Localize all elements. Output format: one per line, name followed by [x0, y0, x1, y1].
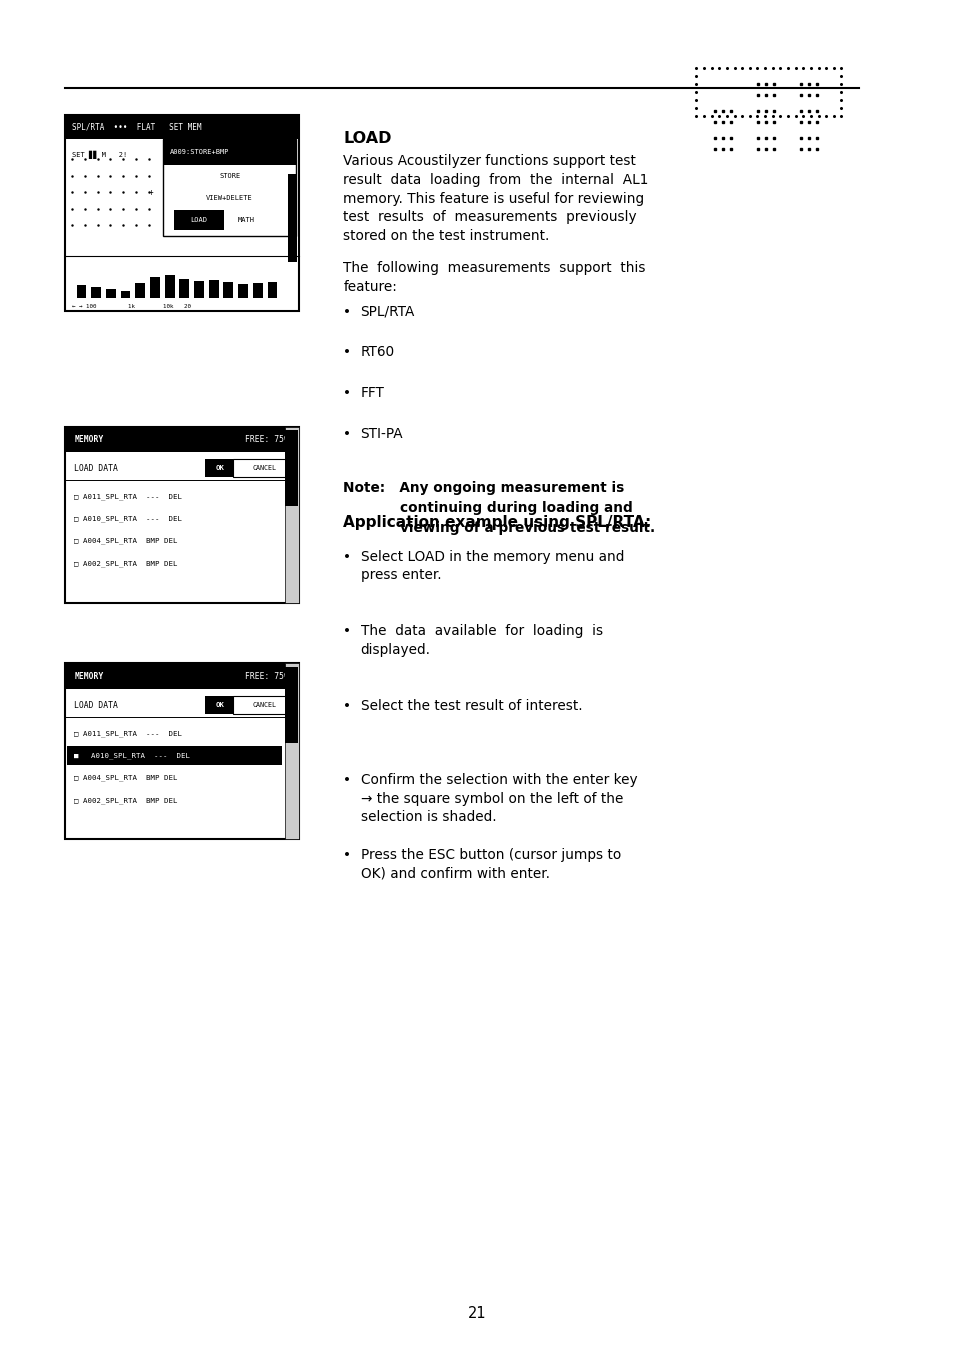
- Bar: [163, 139, 296, 165]
- Text: □ A011_SPL_RTA  ---  DEL: □ A011_SPL_RTA --- DEL: [74, 730, 182, 737]
- Text: +: +: [149, 188, 153, 196]
- Text: MEMORY: MEMORY: [74, 672, 103, 681]
- Bar: [135, 283, 145, 298]
- Text: 21: 21: [467, 1305, 486, 1322]
- Text: •: •: [343, 848, 351, 861]
- Text: Select LOAD in the memory menu and
press enter.: Select LOAD in the memory menu and press…: [360, 550, 623, 582]
- Bar: [179, 279, 189, 298]
- Bar: [65, 427, 298, 452]
- Bar: [284, 663, 298, 839]
- Bar: [163, 139, 296, 237]
- Bar: [209, 280, 218, 298]
- Bar: [233, 459, 296, 478]
- Bar: [223, 282, 233, 298]
- Text: OK: OK: [215, 466, 225, 471]
- Bar: [205, 696, 235, 715]
- Text: A009:STORE+BMP: A009:STORE+BMP: [170, 149, 229, 156]
- Bar: [233, 696, 296, 715]
- Text: SPL/RTA  •••  FLAT   SET MEM: SPL/RTA ••• FLAT SET MEM: [71, 123, 201, 131]
- Text: ■: ■: [74, 753, 79, 758]
- Text: •: •: [343, 699, 351, 712]
- Text: LOAD DATA: LOAD DATA: [74, 701, 118, 709]
- Text: □ A002_SPL_RTA  BMP DEL: □ A002_SPL_RTA BMP DEL: [74, 561, 177, 567]
- Text: •: •: [343, 305, 351, 318]
- Bar: [205, 459, 235, 478]
- Text: RT60: RT60: [360, 345, 395, 359]
- Text: STORE: STORE: [219, 173, 240, 179]
- Text: ← → 100         1k        10k   20: ← → 100 1k 10k 20: [71, 305, 191, 310]
- Bar: [65, 663, 298, 839]
- Text: SPL/RTA: SPL/RTA: [360, 305, 415, 318]
- Text: VIEW+DELETE: VIEW+DELETE: [206, 195, 253, 202]
- Text: □ A010_SPL_RTA  ---  DEL: □ A010_SPL_RTA --- DEL: [74, 516, 182, 523]
- Text: MATH: MATH: [237, 217, 254, 223]
- Text: CANCEL: CANCEL: [253, 466, 276, 471]
- Text: □ A011_SPL_RTA  ---  DEL: □ A011_SPL_RTA --- DEL: [74, 493, 182, 500]
- Bar: [285, 431, 297, 505]
- Text: •: •: [343, 386, 351, 399]
- Text: CANCEL: CANCEL: [253, 703, 276, 708]
- Text: □ A002_SPL_RTA  BMP DEL: □ A002_SPL_RTA BMP DEL: [74, 798, 177, 804]
- Bar: [65, 115, 298, 139]
- Text: •: •: [343, 345, 351, 359]
- Text: •: •: [343, 427, 351, 440]
- Text: □ A004_SPL_RTA  BMP DEL: □ A004_SPL_RTA BMP DEL: [74, 774, 177, 781]
- Text: □ A004_SPL_RTA  BMP DEL: □ A004_SPL_RTA BMP DEL: [74, 538, 177, 544]
- Text: LOAD: LOAD: [343, 131, 392, 146]
- Bar: [65, 115, 298, 311]
- Text: FFT: FFT: [360, 386, 384, 399]
- Text: SET ▊▊ M   2!: SET ▊▊ M 2!: [71, 150, 127, 158]
- Text: The  data  available  for  loading  is
displayed.: The data available for loading is displa…: [360, 624, 602, 657]
- Text: •: •: [343, 624, 351, 638]
- Text: STI-PA: STI-PA: [360, 427, 403, 440]
- Text: FREE: 75%: FREE: 75%: [245, 435, 289, 444]
- Bar: [120, 291, 131, 298]
- Bar: [150, 278, 160, 298]
- Bar: [67, 746, 282, 765]
- Bar: [284, 427, 298, 603]
- Text: •: •: [343, 773, 351, 787]
- Text: Note:   Any ongoing measurement is
            continuing during loading and
   : Note: Any ongoing measurement is continu…: [343, 481, 655, 535]
- Text: LOAD: LOAD: [191, 217, 208, 223]
- Bar: [76, 284, 87, 298]
- Bar: [106, 290, 115, 298]
- Bar: [267, 282, 277, 298]
- Text: Confirm the selection with the enter key
→ the square symbol on the left of the
: Confirm the selection with the enter key…: [360, 773, 637, 825]
- Bar: [288, 173, 297, 263]
- Bar: [173, 210, 224, 230]
- Text: OK: OK: [215, 703, 225, 708]
- Text: Select the test result of interest.: Select the test result of interest.: [360, 699, 581, 712]
- Text: The  following  measurements  support  this
feature:: The following measurements support this …: [343, 261, 645, 294]
- Text: MEMORY: MEMORY: [74, 435, 103, 444]
- Text: LOAD DATA: LOAD DATA: [74, 464, 118, 473]
- Text: Various Acoustilyzer functions support test
result  data  loading  from  the  in: Various Acoustilyzer functions support t…: [343, 154, 648, 242]
- Bar: [238, 283, 248, 298]
- Text: A010_SPL_RTA  ---  DEL: A010_SPL_RTA --- DEL: [91, 753, 190, 760]
- Bar: [193, 280, 204, 298]
- Text: Press the ESC button (cursor jumps to
OK) and confirm with enter.: Press the ESC button (cursor jumps to OK…: [360, 848, 620, 880]
- Bar: [65, 427, 298, 603]
- Text: FREE: 75%: FREE: 75%: [245, 672, 289, 681]
- Text: •: •: [343, 550, 351, 563]
- Bar: [253, 283, 262, 298]
- Text: Application example using SPL/RTA:: Application example using SPL/RTA:: [343, 515, 651, 529]
- Bar: [285, 668, 297, 742]
- Bar: [165, 275, 174, 298]
- Bar: [65, 663, 298, 689]
- Bar: [91, 287, 101, 298]
